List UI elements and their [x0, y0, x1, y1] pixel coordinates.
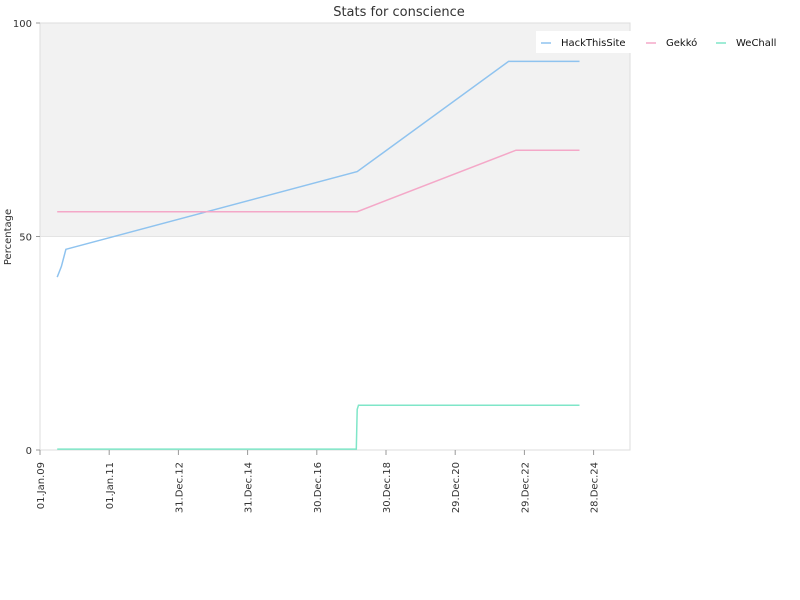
x-tick-label: 29.Dec.22 [520, 462, 531, 513]
series-line-wechall [57, 404, 580, 450]
series-line-gekk- [57, 149, 580, 213]
x-tick-label: 30.Dec.18 [382, 462, 393, 513]
legend-entry-label: WeChall [736, 38, 776, 49]
x-tick-label: 31.Dec.14 [244, 462, 255, 513]
legend-background [536, 31, 632, 53]
x-tick-label: 30.Dec.16 [313, 462, 324, 513]
chart-title: Stats for conscience [333, 5, 465, 20]
legend-entry-label: Gekkó [666, 37, 697, 49]
x-tick-label: 29.Dec.20 [451, 462, 462, 513]
x-tick-label: 28.Dec.24 [590, 462, 601, 513]
y-axis-label: Percentage [3, 209, 14, 265]
x-tick-label: 01.Jan.11 [105, 462, 116, 509]
y-tick-label: 100 [13, 19, 32, 30]
upper-shaded-band [40, 23, 630, 237]
x-tick-label: 31.Dec.12 [174, 462, 185, 513]
x-tick-label: 01.Jan.09 [36, 462, 47, 509]
legend-entry-label: HackThisSite [561, 38, 626, 49]
series-line-hackthissite [56, 60, 580, 278]
y-tick-label: 50 [19, 233, 32, 244]
y-tick-label: 0 [26, 446, 32, 457]
